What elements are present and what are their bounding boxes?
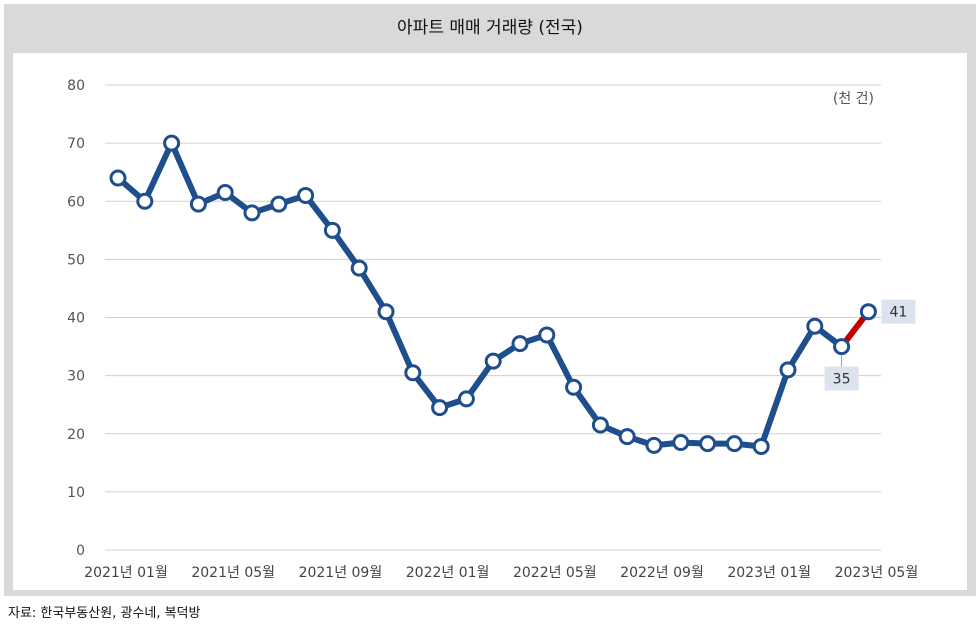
data-point xyxy=(297,186,315,204)
data-point xyxy=(163,134,181,152)
x-tick-label: 2023년 01월 xyxy=(727,565,811,581)
y-tick-label: 10 xyxy=(67,485,85,501)
y-tick-label: 40 xyxy=(67,311,85,327)
x-tick-label: 2023년 05월 xyxy=(835,565,919,581)
y-tick-label: 20 xyxy=(67,427,85,443)
data-point xyxy=(457,390,475,408)
data-point xyxy=(377,303,395,321)
x-tick-label: 2021년 01월 xyxy=(84,565,168,581)
x-tick-label: 2022년 05월 xyxy=(513,565,597,581)
data-point xyxy=(752,438,770,456)
data-point xyxy=(565,378,583,396)
data-point xyxy=(484,352,502,370)
y-tick-label: 0 xyxy=(76,543,85,559)
unit-label: (천 건) xyxy=(833,91,874,107)
y-tick-label: 30 xyxy=(67,369,85,385)
data-point xyxy=(323,221,341,239)
x-tick-label: 2021년 05월 xyxy=(191,565,275,581)
x-tick-label: 2021년 09월 xyxy=(299,565,383,581)
data-point xyxy=(216,184,234,202)
data-point xyxy=(136,192,154,210)
data-point xyxy=(538,326,556,344)
data-point xyxy=(431,399,449,417)
chart-title: 아파트 매매 거래량 (전국) xyxy=(397,18,583,38)
data-point xyxy=(350,259,368,277)
data-labels: 35 41 xyxy=(824,299,916,391)
chart-frame: 아파트 매매 거래량 (전국) 0 10 20 30 40 50 60 70 80 2021년 … xyxy=(4,4,976,596)
data-point xyxy=(591,416,609,434)
data-point xyxy=(859,303,877,321)
data-point xyxy=(404,364,422,382)
data-point xyxy=(833,338,851,356)
x-tick-label: 2022년 01월 xyxy=(406,565,490,581)
data-label-box xyxy=(881,299,916,324)
x-axis-ticks: 2021년 01월 2021년 05월 2021년 09월 2022년 01월 2022… xyxy=(84,565,918,581)
data-point xyxy=(779,361,797,379)
data-point xyxy=(699,435,717,453)
data-point xyxy=(511,335,529,353)
plot-area: 0 10 20 30 40 50 60 70 80 2021년 01월 2021년 05월 2021… xyxy=(13,53,967,590)
source-note: 자료: 한국부동산원, 광수네, 복덕방 xyxy=(8,606,201,621)
data-point xyxy=(270,195,288,213)
x-tick-label: 2022년 09월 xyxy=(620,565,704,581)
data-point xyxy=(243,204,261,222)
data-point xyxy=(672,433,690,451)
y-tick-label: 50 xyxy=(67,252,85,268)
data-label-box xyxy=(824,366,859,391)
data-point xyxy=(645,436,663,454)
data-label: 41 xyxy=(889,305,907,321)
gridlines xyxy=(105,84,881,551)
data-point xyxy=(189,195,207,213)
y-tick-label: 80 xyxy=(67,78,85,94)
data-point xyxy=(725,435,743,453)
data-point xyxy=(806,317,824,335)
y-tick-label: 70 xyxy=(67,136,85,152)
data-point xyxy=(618,428,636,446)
y-axis-ticks: 0 10 20 30 40 50 60 70 80 xyxy=(67,78,85,559)
data-points xyxy=(109,134,877,456)
data-label: 35 xyxy=(833,372,851,388)
y-tick-label: 60 xyxy=(67,194,85,210)
data-point xyxy=(109,169,127,187)
series-line xyxy=(115,140,845,450)
